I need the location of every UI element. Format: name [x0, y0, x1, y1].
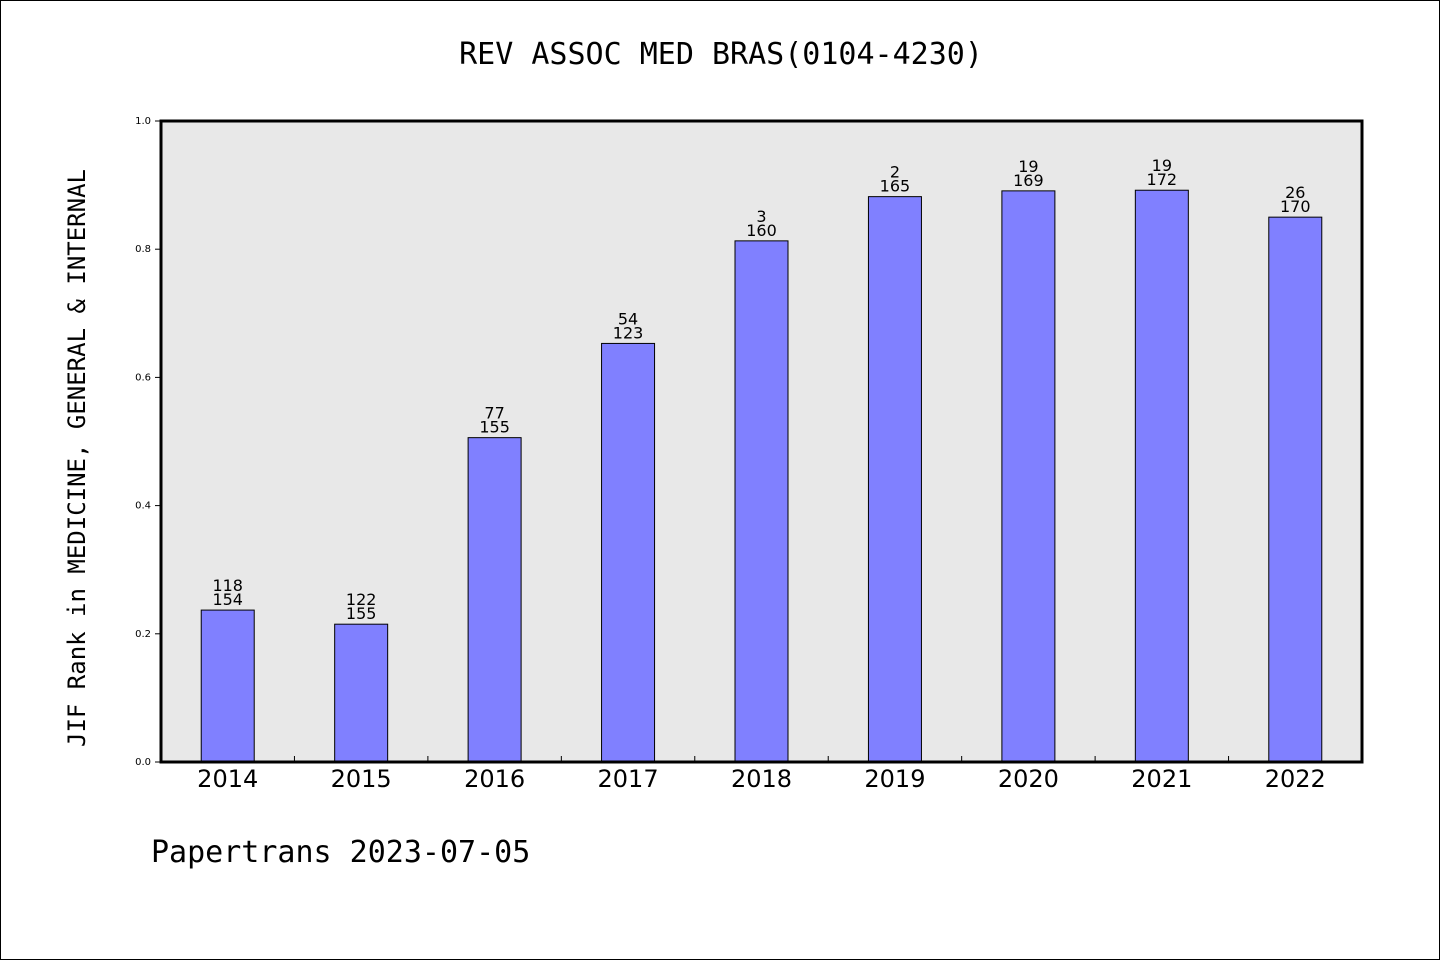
bar-rank-label: 122	[346, 590, 377, 609]
x-tick-label: 2021	[1131, 765, 1192, 793]
y-tick-label: 0.0	[135, 757, 151, 768]
bar	[467, 437, 522, 763]
bar-total-label: 154	[212, 590, 243, 609]
bar-rank-label: 3	[756, 207, 766, 226]
bar-total-label: 169	[1013, 171, 1044, 190]
x-tick-label: 2018	[731, 765, 792, 793]
bar-total-label: 172	[1147, 170, 1178, 189]
x-tick-label: 2019	[864, 765, 925, 793]
bar	[1001, 190, 1056, 763]
bar-total-label: 170	[1280, 197, 1311, 216]
plot-frame	[159, 119, 1364, 764]
x-tick-label: 2016	[464, 765, 525, 793]
y-tick-label: 0.6	[135, 372, 151, 383]
y-tick-label: 0.8	[135, 244, 151, 255]
bar	[200, 609, 255, 763]
x-tick-label: 2014	[197, 765, 258, 793]
bar-rank-label: 54	[618, 309, 638, 328]
bar-rank-label: 118	[212, 576, 243, 595]
bar-total-label: 123	[613, 323, 644, 342]
bar	[601, 342, 656, 763]
y-tick-label: 0.4	[135, 501, 151, 512]
footer-text: Papertrans 2023-07-05	[151, 835, 531, 870]
bar	[734, 240, 789, 763]
bar	[334, 623, 389, 763]
bar	[1268, 216, 1323, 763]
bar-total-label: 160	[746, 221, 777, 240]
y-tick-label: 0.2	[135, 629, 151, 640]
bar-rank-label: 2	[890, 163, 900, 182]
bar-rank-label: 19	[1018, 157, 1038, 176]
x-tick-label: 2015	[331, 765, 392, 793]
bar-total-label: 165	[880, 177, 911, 196]
y-tick-label: 1.0	[135, 116, 151, 127]
bar-rank-label: 26	[1285, 183, 1305, 202]
x-tick-label: 2017	[598, 765, 659, 793]
bar-total-label: 155	[479, 418, 510, 437]
bar	[867, 196, 922, 763]
bar-total-label: 155	[346, 604, 377, 623]
bar-rank-label: 19	[1152, 156, 1172, 175]
x-tick-label: 2022	[1265, 765, 1326, 793]
bar-rank-label: 77	[484, 404, 504, 423]
chart-title: REV ASSOC MED BRAS(0104-4230)	[459, 37, 983, 72]
x-tick-label: 2020	[998, 765, 1059, 793]
bar	[1134, 189, 1189, 763]
